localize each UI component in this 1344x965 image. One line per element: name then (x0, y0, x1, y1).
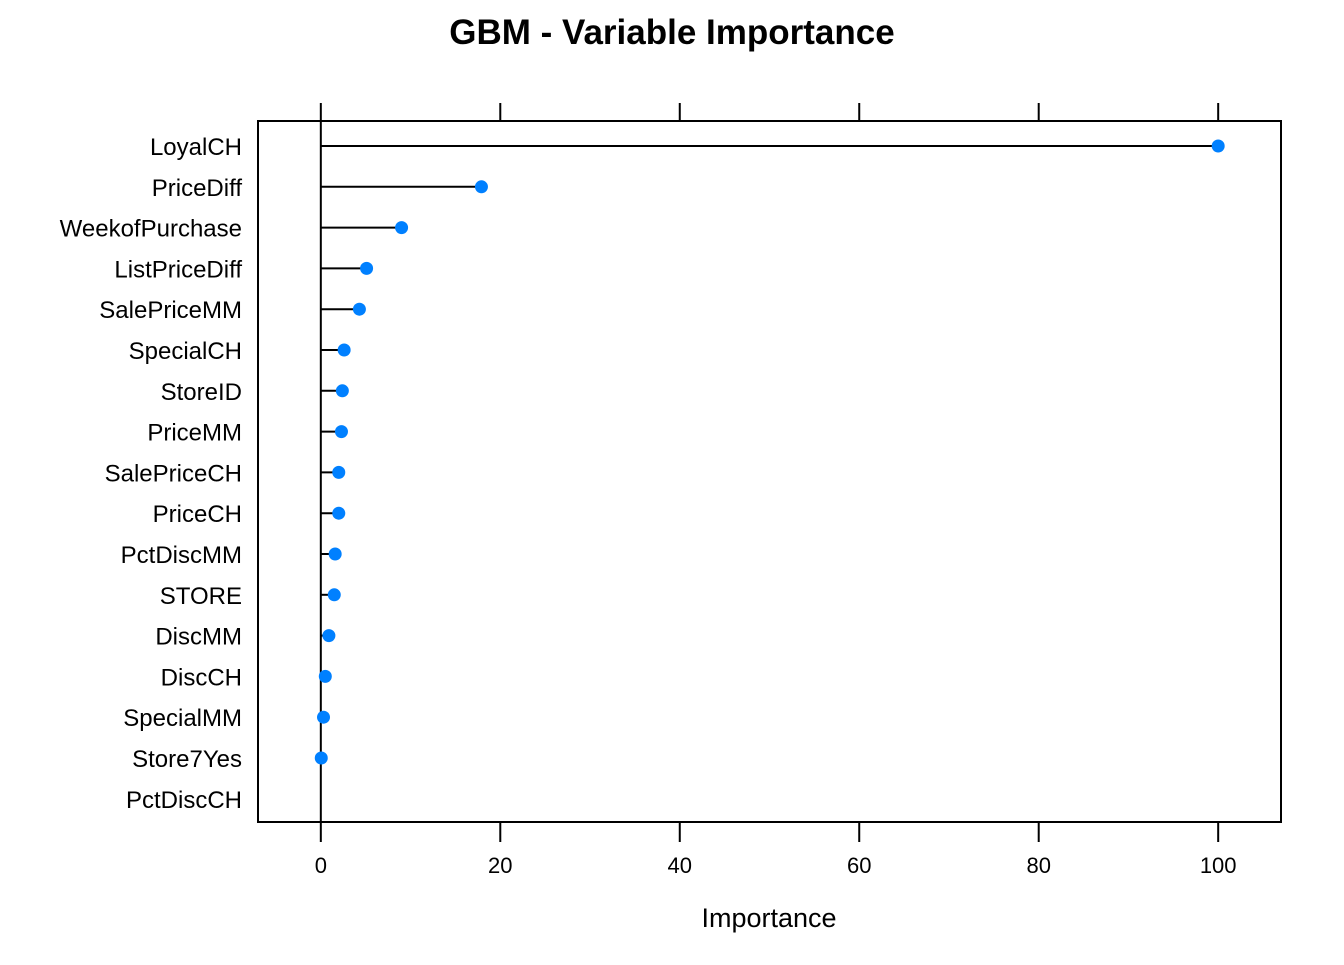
variable-label: SpecialCH (129, 338, 242, 365)
variable-label: DiscMM (155, 624, 242, 651)
x-tick-label: 100 (1200, 853, 1237, 878)
importance-stems (319, 121, 1219, 822)
x-tick-label: 0 (315, 853, 327, 878)
importance-point (337, 343, 351, 357)
importance-point (327, 588, 341, 602)
bottom-axis: 0 20 40 60 80 100 (315, 822, 1237, 878)
variable-label: PctDiscMM (121, 542, 242, 569)
variable-labels: LoyalCH PriceDiff WeekofPurchase ListPriceD… (60, 134, 243, 814)
importance-point (317, 710, 331, 724)
variable-label: SalePriceCH (105, 460, 242, 487)
variable-label: PriceDiff (152, 175, 243, 202)
importance-point (334, 425, 348, 439)
importance-point (335, 384, 349, 398)
importance-point (352, 302, 366, 316)
variable-label: SpecialMM (123, 705, 242, 732)
variable-label: ListPriceDiff (114, 256, 242, 283)
variable-label: StoreID (161, 379, 242, 406)
x-tick-label: 20 (488, 853, 512, 878)
x-tick-label: 80 (1026, 853, 1050, 878)
importance-point (395, 221, 409, 235)
variable-label: Store7Yes (132, 746, 242, 773)
importance-point (332, 506, 346, 520)
importance-point (322, 629, 336, 643)
variable-label: PriceMM (147, 420, 242, 447)
variable-label: SalePriceMM (99, 297, 242, 324)
variable-label: PctDiscCH (126, 787, 242, 814)
importance-point (474, 180, 488, 194)
importance-point (332, 465, 346, 479)
importance-points (314, 139, 1225, 765)
variable-label: WeekofPurchase (60, 216, 242, 243)
importance-point (318, 669, 332, 683)
importance-point (1211, 139, 1225, 153)
variable-label: PriceCH (153, 501, 242, 528)
plot-panel (257, 120, 1282, 823)
chart-title: GBM - Variable Importance (449, 13, 894, 52)
importance-point (328, 547, 342, 561)
top-axis (319, 103, 1220, 121)
x-axis-title: Importance (701, 903, 836, 933)
x-tick-label: 60 (847, 853, 871, 878)
variable-label: STORE (160, 583, 242, 610)
x-tick-label: 40 (668, 853, 692, 878)
variable-label: LoyalCH (150, 134, 242, 161)
importance-point (360, 261, 374, 275)
importance-point (314, 751, 328, 765)
variable-label: DiscCH (161, 664, 242, 691)
